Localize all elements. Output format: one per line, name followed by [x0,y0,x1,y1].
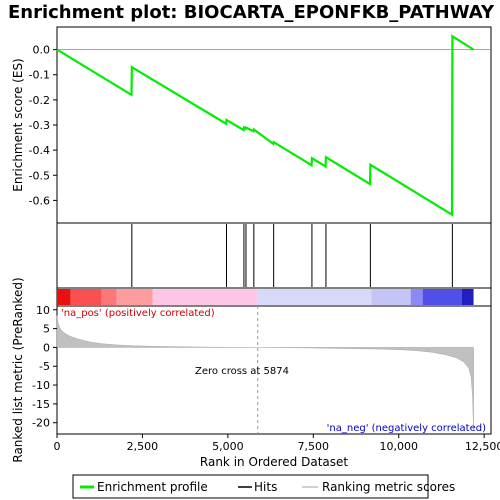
heatmap-segment [371,289,411,305]
metric-y-tick-label: -20 [32,417,50,430]
x-tick-label: 7,500 [298,440,330,453]
x-tick-label: 0 [54,440,61,453]
legend-hits-label: Hits [254,480,277,494]
neg-label: 'na_neg' (negatively correlated) [327,423,486,434]
es-y-tick-label: -0.5 [29,169,50,182]
es-y-axis: 0.0 -0.1 -0.2 -0.3 -0.4 -0.5 -0.6 [29,44,57,207]
es-y-tick-label: -0.2 [29,94,50,107]
legend-profile-label: Enrichment profile [97,480,208,494]
x-tick-label: 2,500 [127,440,159,453]
es-y-tick-label: -0.1 [29,69,50,82]
es-profile-layer [56,34,491,217]
heatmap-segment [101,289,117,305]
x-tick-label: 12,500 [465,440,500,453]
heatmap-segment [116,289,153,305]
es-y-tick-label: 0.0 [33,44,51,57]
heatmap-segment [257,289,372,305]
x-tick-label: 10,000 [379,440,418,453]
chart-title: Enrichment plot: BIOCARTA_EPONFKB_PATHWA… [8,2,495,23]
heatmap-segment [461,289,474,305]
pos-label: 'na_pos' (positively correlated) [61,308,215,319]
metric-y-tick-label: 0 [43,341,50,354]
x-axis: 0 2,500 5,000 7,500 10,000 12,500 [54,434,500,453]
es-panel [56,26,492,224]
metric-y-tick-label: 5 [43,323,50,336]
ranking-metric-area [56,315,474,431]
x-tick-label: 5,000 [212,440,244,453]
metric-y-label: Ranked list metric (PreRanked) [11,277,25,462]
metric-y-tick-label: -15 [32,398,50,411]
metric-y-tick-label: 10 [36,304,50,317]
heatmap-segment [57,289,71,305]
heatmap-segment [422,289,462,305]
heatmap-segment [70,289,102,305]
es-y-tick-label: -0.6 [29,194,50,207]
metric-panel [56,305,492,435]
metric-y-axis: 10 5 0 -5 -10 -15 -20 [32,304,57,430]
heatmap-layer [57,289,474,305]
heatmap-segment [410,289,423,305]
metric-y-tick-label: -5 [39,360,50,373]
hits-layer [131,224,453,287]
es-y-tick-label: -0.3 [29,119,50,132]
legend-metric-label: Ranking metric scores [322,480,455,494]
zero-cross-label: Zero cross at 5874 [195,366,289,377]
metric-layer [56,306,474,434]
es-y-label: Enrichment score (ES) [11,58,25,191]
metric-y-tick-label: -10 [32,379,50,392]
enrichment-profile-line [56,34,475,217]
x-axis-label: Rank in Ordered Dataset [200,455,348,469]
heatmap-segment [152,289,258,305]
es-y-tick-label: -0.4 [29,144,50,157]
